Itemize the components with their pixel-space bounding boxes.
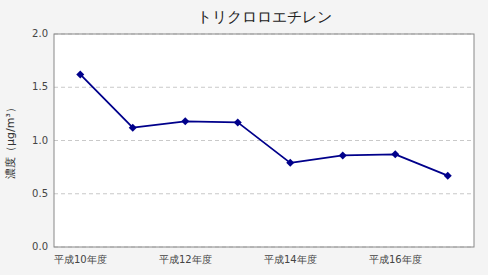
y-tick-label: 0.5 <box>32 188 48 199</box>
y-axis-label: 濃度（μg/m³） <box>4 102 17 179</box>
grid-line <box>54 87 474 88</box>
grid-line <box>54 193 474 194</box>
point-marker <box>181 117 189 125</box>
chart-svg: 0.0 0.5 1.0 1.5 2.0 平成10年度 平成12年度 平成14年度 平成16年度 ト… <box>0 0 488 275</box>
y-tick-label: 0.0 <box>32 241 48 252</box>
grid-line <box>54 140 474 141</box>
y-tick-label: 2.0 <box>32 28 48 39</box>
point-marker <box>339 151 347 159</box>
series-line <box>80 74 448 175</box>
chart-title: トリクロロエチレン <box>197 8 332 26</box>
plot-frame <box>54 34 474 247</box>
plot-background <box>54 34 474 247</box>
point-marker <box>129 124 137 132</box>
point-marker <box>286 159 294 167</box>
x-tick-label: 平成10年度 <box>54 254 107 265</box>
data-group <box>76 70 452 179</box>
page: {"chart_data": {"type": "line", "title":… <box>0 0 488 275</box>
x-tick-label: 平成12年度 <box>159 254 212 265</box>
x-tick-label: 平成16年度 <box>369 254 422 265</box>
y-tick-label: 1.0 <box>32 135 48 146</box>
x-tick-label: 平成14年度 <box>264 254 317 265</box>
point-marker <box>234 118 242 126</box>
point-marker <box>76 70 84 78</box>
y-tick-label: 1.5 <box>32 81 48 92</box>
point-marker <box>444 172 452 180</box>
chart-container: 0.0 0.5 1.0 1.5 2.0 平成10年度 平成12年度 平成14年度 平成16年度 ト… <box>0 0 488 275</box>
point-marker <box>391 150 399 158</box>
